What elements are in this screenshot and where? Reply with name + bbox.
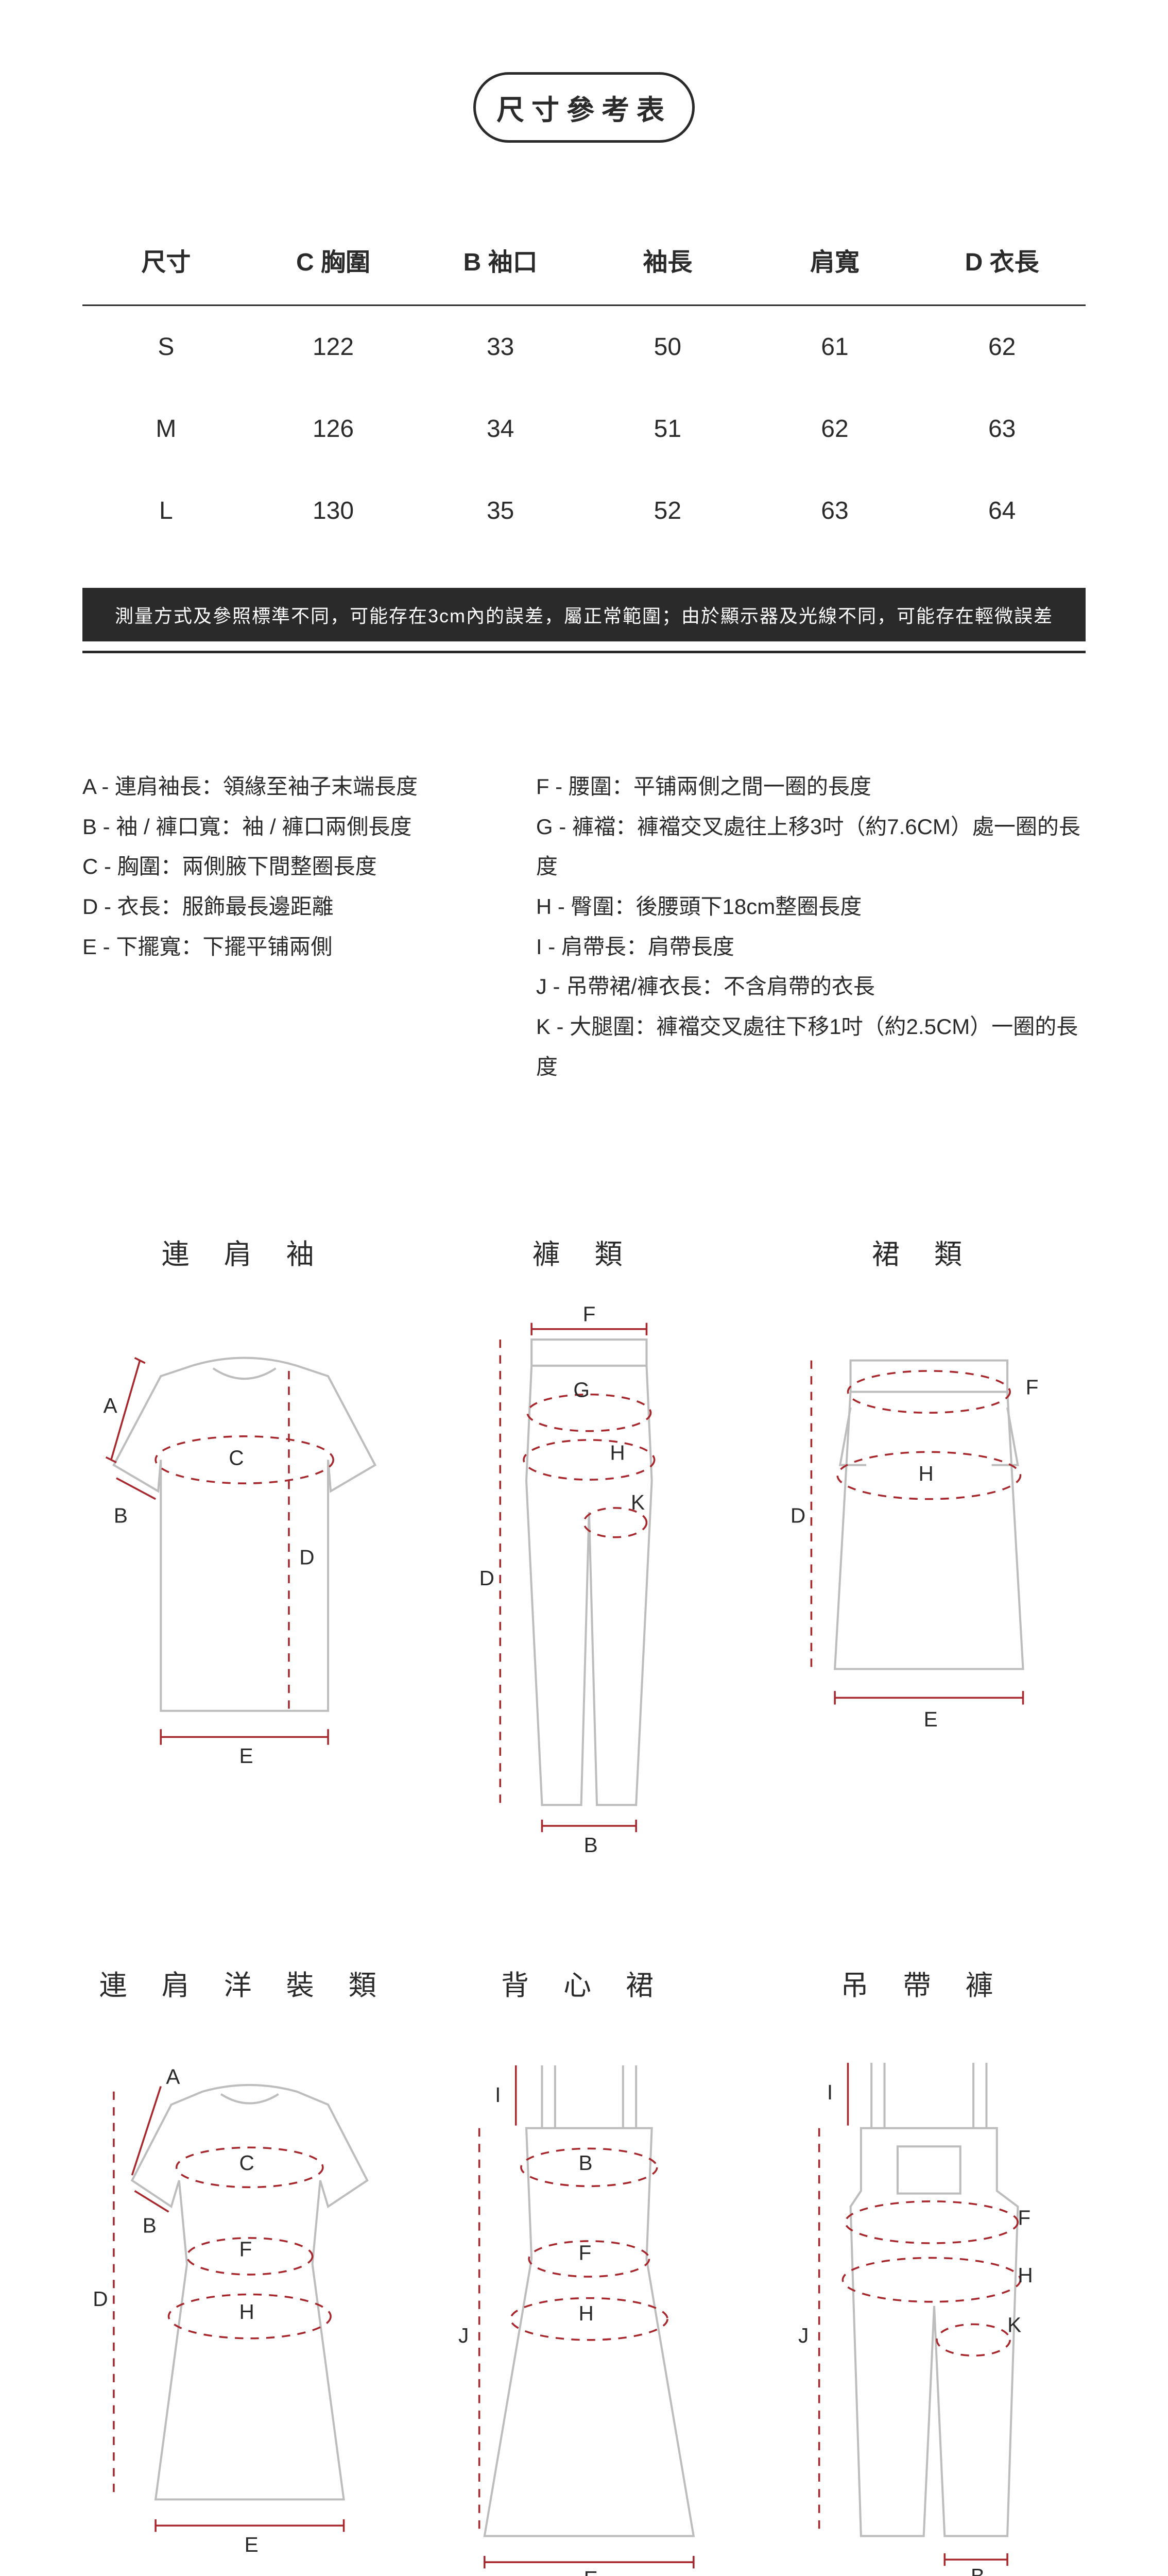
svg-text:K: K [631,1490,645,1514]
col-header: C 胸圍 [250,242,417,278]
def-line: B - 袖 / 褲口寬：袖 / 褲口兩側長度 [82,807,505,847]
cell: 62 [918,333,1086,361]
cell: L [82,497,250,525]
def-line: G - 褲襠：褲襠交叉處往上移3吋（約7.6CM）處一圈的長度 [536,807,1086,887]
diagram-raglan-dress: 連 肩 洋 裝 類 A B C F H [82,1962,406,2576]
svg-text:J: J [798,2324,809,2347]
col-header: D 衣長 [918,242,1086,278]
diagram-title: 背 心 裙 [422,1962,746,2003]
cell: 63 [751,497,919,525]
svg-text:F: F [583,1303,596,1326]
definitions-right: F - 腰圍：平铺兩側之間一圈的長度 G - 褲襠：褲襠交叉處往上移3吋（約7.… [536,767,1086,1087]
svg-text:D: D [790,1503,805,1527]
svg-text:G: G [574,1378,590,1401]
cell: 51 [584,415,751,443]
diagram-svg: F G H K D B [422,1303,746,1857]
svg-text:C: C [239,2151,254,2175]
col-header: 袖長 [584,242,751,278]
cell: S [82,333,250,361]
def-line: J - 吊帶裙/褲衣長：不含肩帶的衣長 [536,967,1086,1007]
svg-text:E: E [245,2533,259,2556]
table-row: L 130 35 52 63 64 [82,470,1086,552]
svg-text:A: A [166,2065,180,2089]
def-line: I - 肩帶長：肩帶長度 [536,927,1086,967]
diagram-skirt: 裙 類 F H D E [762,1231,1086,1860]
cell: 61 [751,333,919,361]
diagram-title: 吊 帶 褲 [762,1962,1086,2003]
svg-text:D: D [93,2287,108,2311]
svg-text:E: E [239,1744,253,1763]
svg-text:H: H [918,1462,933,1485]
def-line: D - 衣長：服飾最長邊距離 [82,887,505,927]
diagram-overalls: 吊 帶 褲 I F H K [762,1962,1086,2576]
svg-text:J: J [458,2324,469,2347]
def-line: C - 胸圍：兩側腋下間整圈長度 [82,846,505,887]
def-line: E - 下擺寬：下擺平铺兩側 [82,927,505,967]
cell: 64 [918,497,1086,525]
cell: 122 [250,333,417,361]
cell: 50 [584,333,751,361]
cell: 63 [918,415,1086,443]
table-header-row: 尺寸 C 胸圍 B 袖口 袖長 肩寬 D 衣長 [82,215,1086,306]
diagram-svg: I F H K J B [762,2034,1086,2576]
cell: M [82,415,250,443]
svg-text:H: H [239,2300,254,2324]
table-row: M 126 34 51 62 63 [82,388,1086,470]
diagram-svg: A B C F H D E [82,2034,406,2557]
diagram-title: 連 肩 洋 裝 類 [82,1962,406,2003]
diagram-svg: F H D E [762,1303,1086,1763]
svg-text:E: E [923,1707,937,1731]
svg-text:E: E [584,2567,598,2576]
diagram-svg: A B C D E [82,1303,406,1763]
svg-text:B: B [579,2151,593,2175]
svg-text:B: B [114,1503,128,1527]
cell: 35 [417,497,584,525]
col-header: 肩寬 [751,242,919,278]
svg-text:H: H [1018,2264,1033,2287]
size-table: 尺寸 C 胸圍 B 袖口 袖長 肩寬 D 衣長 S 122 33 50 61 6… [82,215,1086,552]
page-title: 尺寸參考表 [473,72,695,143]
cell: 130 [250,497,417,525]
diagram-title: 褲 類 [422,1231,746,1272]
svg-text:D: D [299,1545,314,1569]
svg-text:H: H [579,2302,594,2326]
def-line: A - 連肩袖長：領緣至袖子末端長度 [82,767,505,807]
cell: 52 [584,497,751,525]
svg-text:I: I [827,2080,833,2104]
diagram-raglan-tee: 連 肩 袖 A B C D [82,1231,406,1860]
diagram-title: 裙 類 [762,1231,1086,1272]
svg-text:D: D [479,1566,494,1590]
definitions-left: A - 連肩袖長：領緣至袖子末端長度 B - 袖 / 褲口寬：袖 / 褲口兩側長… [82,767,505,1087]
svg-text:B: B [143,2214,157,2238]
table-row: S 122 33 50 61 62 [82,306,1086,388]
def-line: H - 臀圍：後腰頭下18cm整圈長度 [536,887,1086,927]
svg-text:I: I [495,2083,501,2107]
def-line: F - 腰圍：平铺兩側之間一圈的長度 [536,767,1086,807]
cell: 33 [417,333,584,361]
cell: 34 [417,415,584,443]
diagrams-grid: 連 肩 袖 A B C D [82,1231,1086,2576]
diagram-cami-dress: 背 心 裙 I B F H [422,1962,746,2576]
diagram-pants: 褲 類 F G H K D [422,1231,746,1860]
diagram-title: 連 肩 袖 [82,1231,406,1272]
svg-text:B: B [584,1833,598,1856]
divider [82,651,1086,653]
col-header: B 袖口 [417,242,584,278]
cell: 126 [250,415,417,443]
def-line: K - 大腿圍：褲襠交叉處往下移1吋（約2.5CM）一圈的長度 [536,1007,1086,1087]
svg-text:F: F [579,2241,592,2265]
definitions: A - 連肩袖長：領緣至袖子末端長度 B - 袖 / 褲口寬：袖 / 褲口兩側長… [82,767,1086,1087]
svg-text:B: B [971,2564,985,2576]
cell: 62 [751,415,919,443]
svg-text:H: H [610,1440,625,1464]
svg-text:F: F [1025,1375,1038,1399]
svg-text:F: F [1018,2206,1030,2230]
svg-text:C: C [229,1446,244,1469]
disclaimer-bar: 測量方式及參照標準不同，可能存在3cm內的誤差，屬正常範圍；由於顯示器及光線不同… [82,588,1086,641]
svg-text:F: F [239,2238,252,2261]
col-header: 尺寸 [82,242,250,278]
svg-text:K: K [1007,2313,1021,2337]
diagram-svg: I B F H J E [422,2034,746,2576]
svg-text:A: A [104,1394,117,1417]
